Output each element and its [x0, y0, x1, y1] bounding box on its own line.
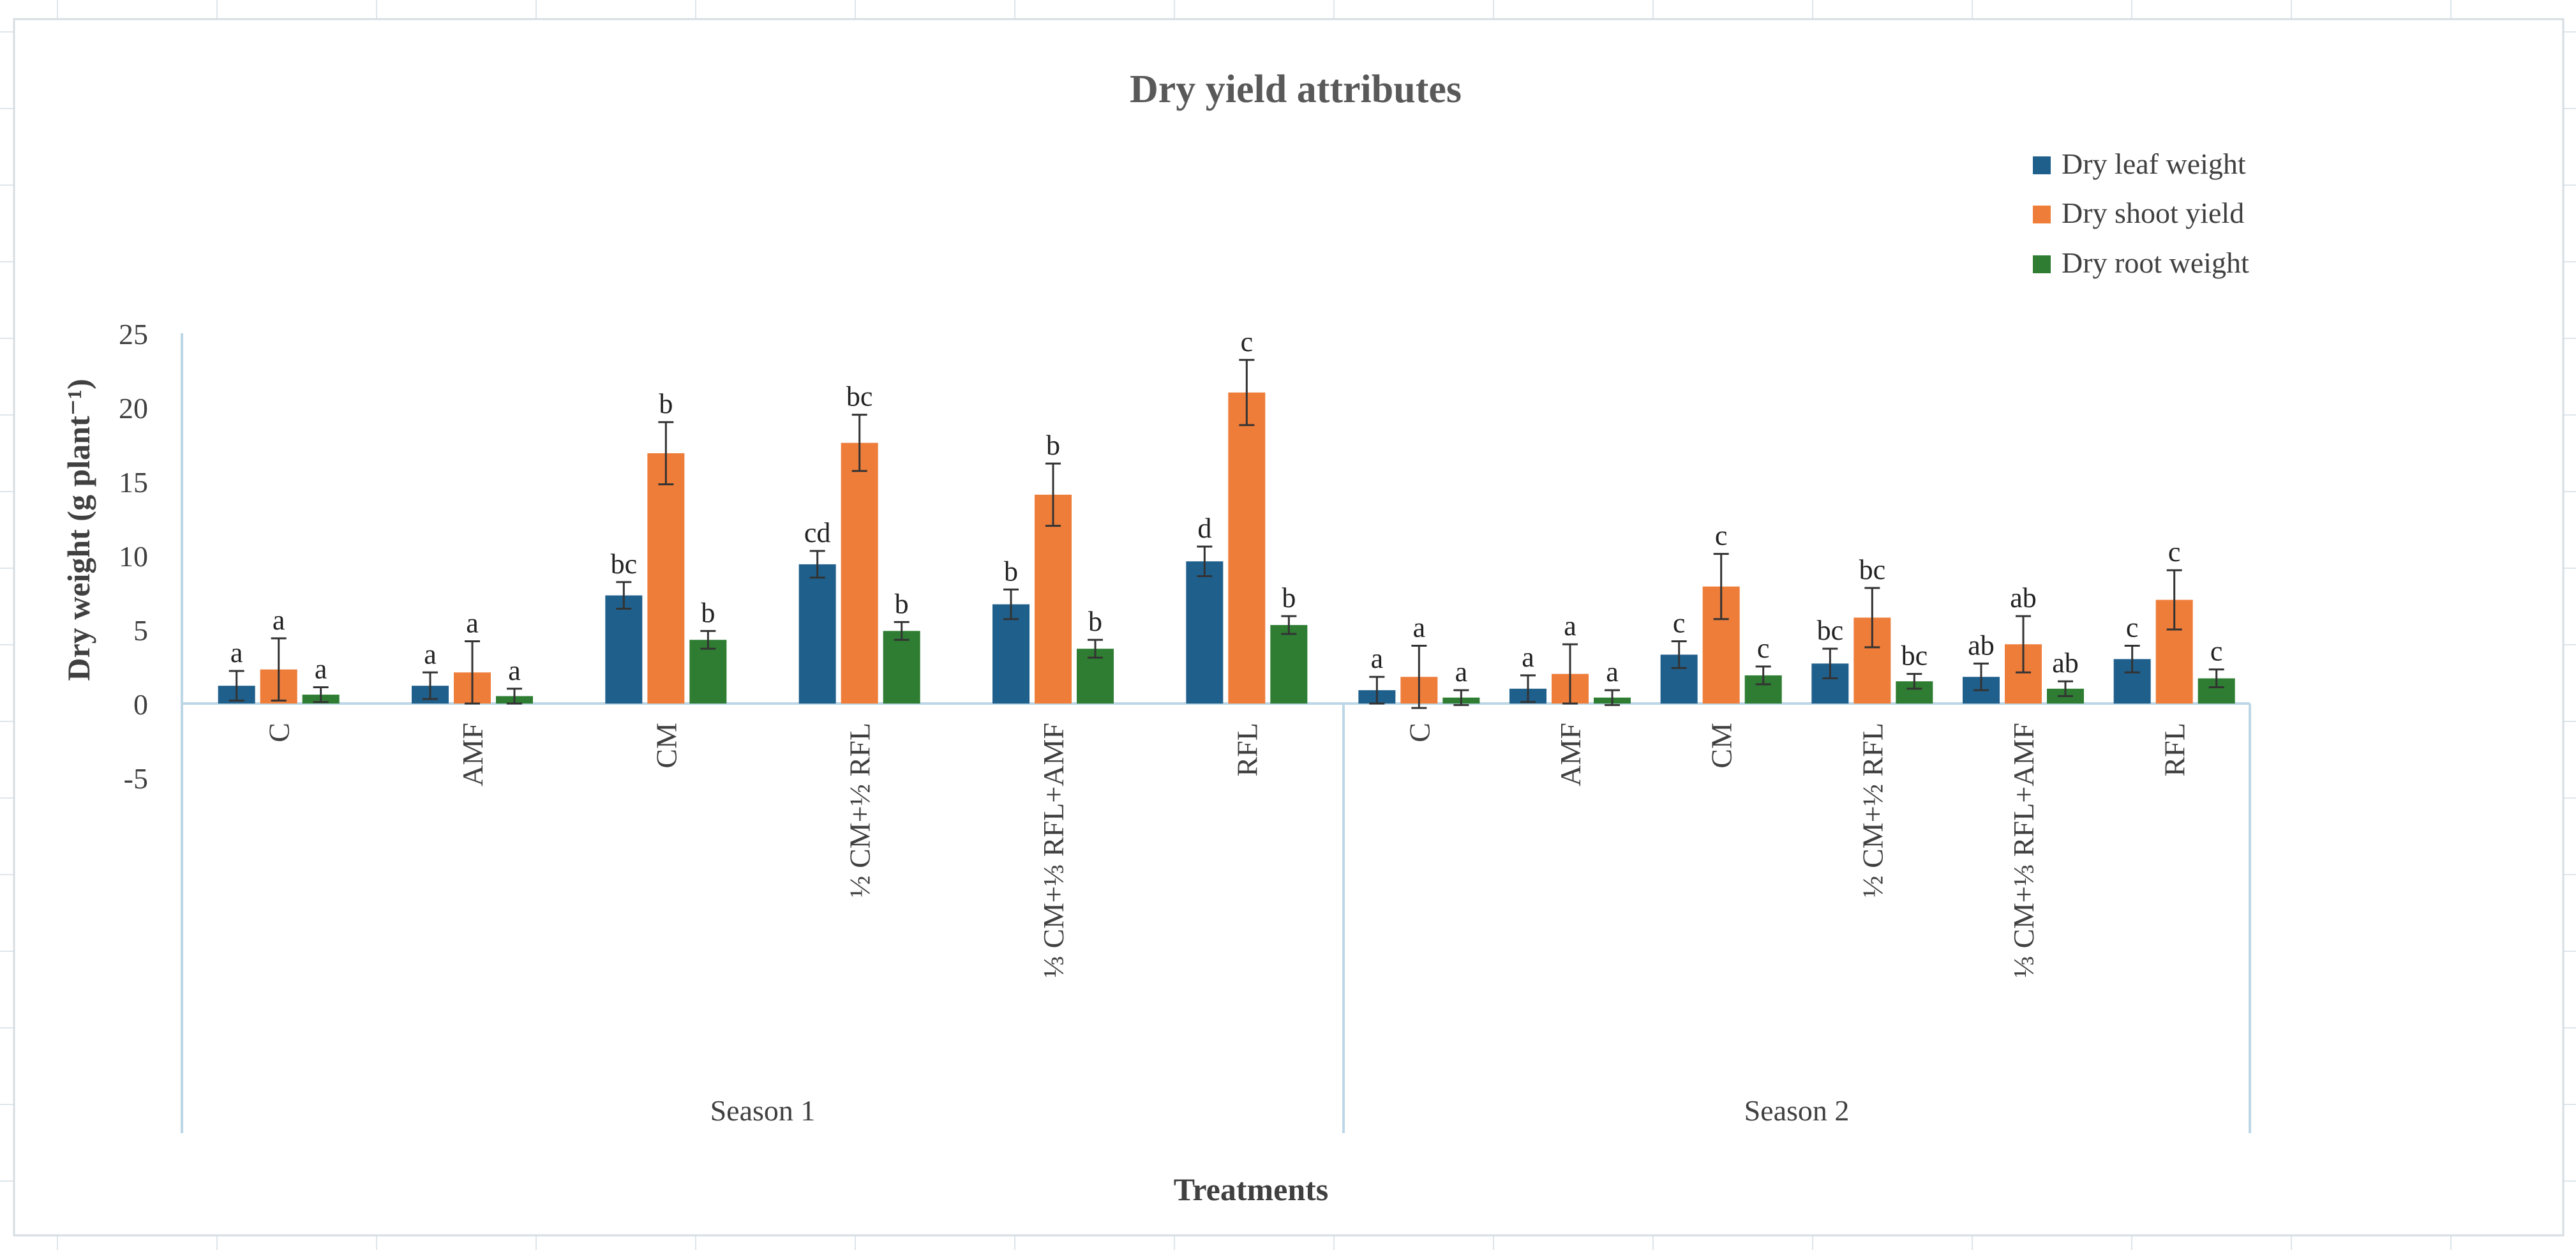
significance-letter: a [508, 655, 521, 686]
significance-letter: c [1757, 633, 1770, 664]
significance-letter: c [2210, 636, 2223, 667]
x-tick-label: AMF [1554, 723, 1587, 787]
significance-letter: b [1004, 555, 1018, 587]
bar [1270, 625, 1308, 704]
y-tick-label: 10 [119, 540, 148, 573]
group-label: Season 2 [1744, 1094, 1850, 1127]
significance-letter: bc [1817, 615, 1844, 646]
x-tick-label: CM [1705, 723, 1738, 769]
chart-title: Dry yield attributes [1130, 68, 1462, 111]
y-tick-label: 15 [119, 466, 148, 499]
significance-letter: a [466, 608, 479, 639]
bar [992, 604, 1030, 704]
significance-letter: c [1241, 326, 1254, 358]
x-tick-label: CM [650, 723, 682, 769]
y-tick-label: -5 [124, 762, 148, 795]
legend-label-root: Dry root weight [2062, 246, 2249, 279]
bar [647, 453, 685, 704]
significance-letter: d [1197, 513, 1211, 544]
significance-letter: a [1371, 643, 1384, 674]
significance-letter: a [315, 653, 327, 684]
significance-letter: a [273, 605, 285, 636]
significance-letter: a [1606, 656, 1619, 688]
x-axis-label: Treatments [1174, 1171, 1329, 1207]
bar [798, 564, 836, 704]
bar [883, 631, 920, 704]
x-axis-category-labels: C AMF CM ½ CM+½ RFL ⅓ CM+⅓ RFL+AMF RFL C AMF CM ½… [263, 723, 2191, 978]
y-axis-ticks: 25 20 15 10 5 0 -5 [119, 318, 148, 795]
significance-letter: c [2126, 612, 2139, 644]
bar [841, 442, 878, 704]
significance-letter: c [1673, 608, 1686, 639]
bar [689, 640, 727, 704]
x-tick-label: RFL [1231, 723, 1263, 776]
significance-letter: a [1455, 656, 1468, 688]
y-tick-label: 20 [119, 392, 148, 425]
x-axis-group-labels: Season 1 Season 2 [710, 1094, 1850, 1127]
legend-label-leaf: Dry leaf weight [2062, 147, 2246, 180]
significance-letter: c [2168, 536, 2181, 568]
bar [1035, 494, 1072, 704]
y-tick-label: 25 [119, 318, 148, 350]
bar [1228, 392, 1266, 704]
bar [1186, 561, 1224, 704]
x-tick-label: ½ CM+½ RFL [844, 723, 876, 898]
significance-letter: b [1282, 582, 1296, 614]
bar [605, 595, 643, 704]
x-tick-label: ⅓ CM+⅓ RFL+AMF [1037, 723, 1070, 978]
y-tick-label: 0 [133, 688, 148, 721]
legend-swatch-root [2033, 255, 2051, 273]
significance-letter: a [1522, 642, 1534, 673]
x-tick-label: AMF [456, 723, 489, 787]
legend-swatch-shoot [2033, 206, 2051, 223]
significance-letter: a [424, 638, 437, 670]
significance-letter: ab [2052, 647, 2079, 679]
y-tick-label: 5 [133, 614, 148, 647]
legend-swatch-leaf [2033, 156, 2051, 174]
x-tick-label: ⅓ CM+⅓ RFL+AMF [2007, 723, 2040, 978]
significance-letter: bc [611, 548, 638, 580]
significance-letter: a [1413, 612, 1426, 644]
significance-letter: ab [2010, 582, 2037, 614]
significance-letter: bc [1859, 554, 1886, 585]
group-label: Season 1 [710, 1094, 816, 1127]
significance-letter: cd [804, 517, 831, 548]
x-tick-label: C [1403, 723, 1435, 742]
significance-letter: b [701, 597, 715, 628]
legend-label-shoot: Dry shoot yield [2062, 197, 2244, 229]
x-tick-label: C [263, 723, 296, 742]
significance-letter: ab [1968, 629, 1995, 661]
significance-letter: c [1715, 520, 1728, 552]
y-axis-label: Dry weight (g plant⁻¹) [61, 379, 96, 681]
significance-letter: b [1088, 606, 1102, 637]
significance-letter: a [1564, 610, 1576, 642]
significance-letter: a [230, 637, 243, 668]
significance-letter: b [659, 388, 673, 419]
significance-letter: bc [846, 381, 873, 412]
significance-letter: b [895, 588, 909, 619]
legend: Dry leaf weight Dry shoot yield Dry root… [2033, 147, 2249, 279]
x-tick-label: ½ CM+½ RFL [1856, 723, 1889, 898]
significance-letter: bc [1901, 640, 1928, 672]
x-tick-label: RFL [2159, 723, 2191, 776]
significance-letter: b [1046, 430, 1060, 461]
